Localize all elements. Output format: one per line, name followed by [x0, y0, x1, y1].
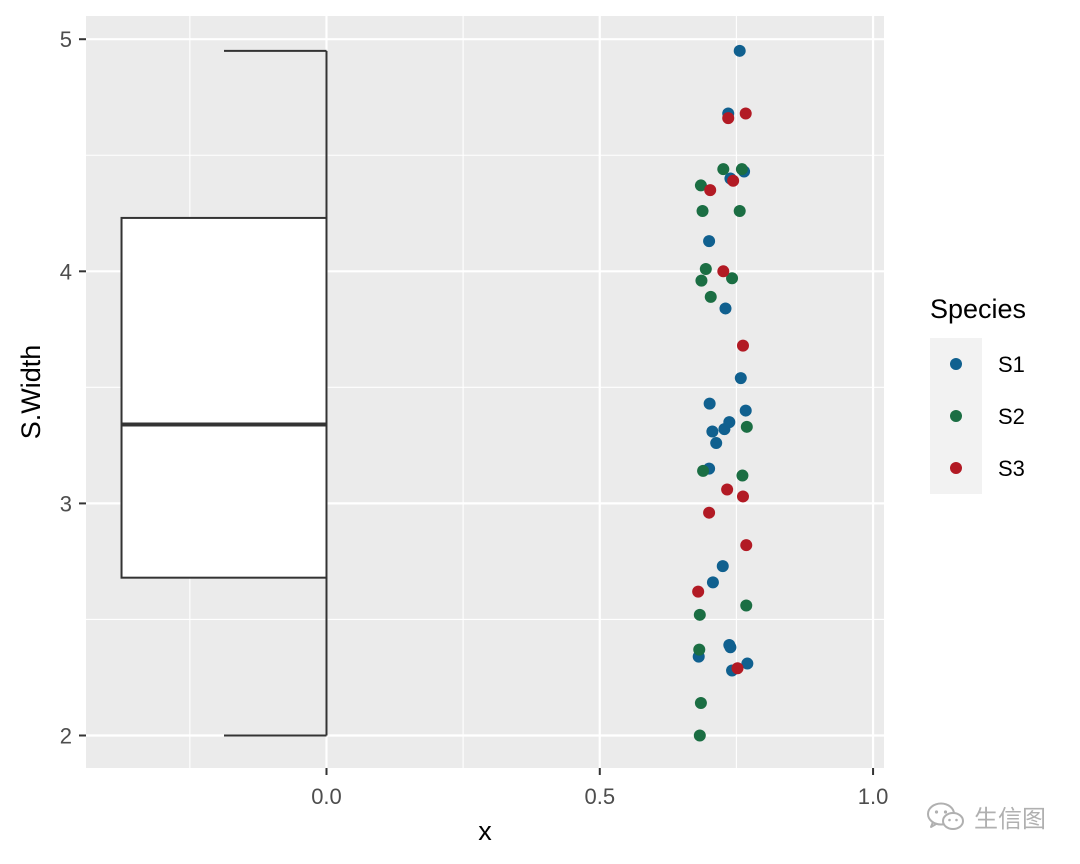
point-s3 — [704, 184, 717, 197]
legend-label-s2: S2 — [998, 404, 1025, 429]
point-s3 — [736, 339, 749, 352]
minor-gridlines — [86, 16, 884, 768]
y-axis-title: S.Width — [16, 345, 46, 440]
x-axis-title: x — [478, 816, 492, 846]
y-axis: 2 3 4 5 — [60, 27, 86, 749]
point-s1 — [703, 235, 716, 248]
watermark: 生信图 — [926, 799, 1046, 834]
point-s2 — [695, 274, 708, 287]
legend-key-s2 — [950, 410, 962, 422]
point-s3 — [739, 107, 752, 120]
x-tick-label: 1.0 — [858, 784, 889, 809]
point-s1 — [716, 560, 729, 573]
point-s3 — [721, 483, 734, 496]
legend-label-s3: S3 — [998, 456, 1025, 481]
point-s2 — [736, 469, 749, 482]
point-s2 — [717, 163, 730, 176]
legend: Species S1 S2 S3 — [930, 294, 1026, 494]
scatter-points — [692, 44, 754, 742]
point-s1 — [706, 576, 719, 589]
point-s3 — [740, 539, 753, 552]
point-s2 — [693, 729, 706, 742]
point-s2 — [699, 262, 712, 275]
point-s3 — [692, 585, 705, 598]
point-s1 — [706, 425, 719, 438]
point-s2 — [735, 163, 748, 176]
y-tick-label: 5 — [60, 27, 72, 52]
point-s2 — [694, 179, 707, 192]
point-s2 — [733, 204, 746, 217]
y-tick-label: 3 — [60, 491, 72, 516]
point-s2 — [740, 420, 753, 433]
point-s3 — [727, 174, 740, 187]
point-s1 — [741, 657, 754, 670]
point-s3 — [717, 265, 730, 278]
point-s3 — [731, 662, 744, 675]
point-s2 — [726, 272, 739, 285]
watermark-text: 生信图 — [974, 805, 1046, 833]
legend-title: Species — [930, 294, 1026, 324]
point-s1 — [739, 404, 752, 417]
wechat-icon — [927, 802, 964, 830]
point-s2 — [693, 643, 706, 656]
boxplot — [120, 49, 328, 737]
point-s2 — [697, 464, 710, 477]
point-s1 — [719, 302, 732, 315]
point-s1 — [710, 437, 723, 450]
x-axis: 0.0 0.5 1.0 — [311, 768, 888, 809]
point-s3 — [722, 112, 735, 125]
legend-key-s1 — [950, 358, 962, 370]
point-s2 — [704, 290, 717, 303]
boxplot-box — [120, 216, 328, 579]
legend-label-s1: S1 — [998, 352, 1025, 377]
point-s2 — [694, 697, 707, 710]
point-s2 — [693, 608, 706, 621]
legend-key-s3 — [950, 462, 962, 474]
point-s1 — [724, 641, 737, 654]
point-s1 — [703, 397, 716, 410]
point-s3 — [736, 490, 749, 503]
point-s2 — [696, 204, 709, 217]
point-s2 — [740, 599, 753, 612]
x-tick-label: 0.5 — [584, 784, 615, 809]
point-s1 — [734, 372, 747, 385]
y-tick-label: 4 — [60, 259, 72, 284]
point-s3 — [703, 506, 716, 519]
point-s1 — [718, 423, 731, 436]
point-s1 — [733, 44, 746, 57]
x-tick-label: 0.0 — [311, 784, 342, 809]
y-tick-label: 2 — [60, 724, 72, 749]
